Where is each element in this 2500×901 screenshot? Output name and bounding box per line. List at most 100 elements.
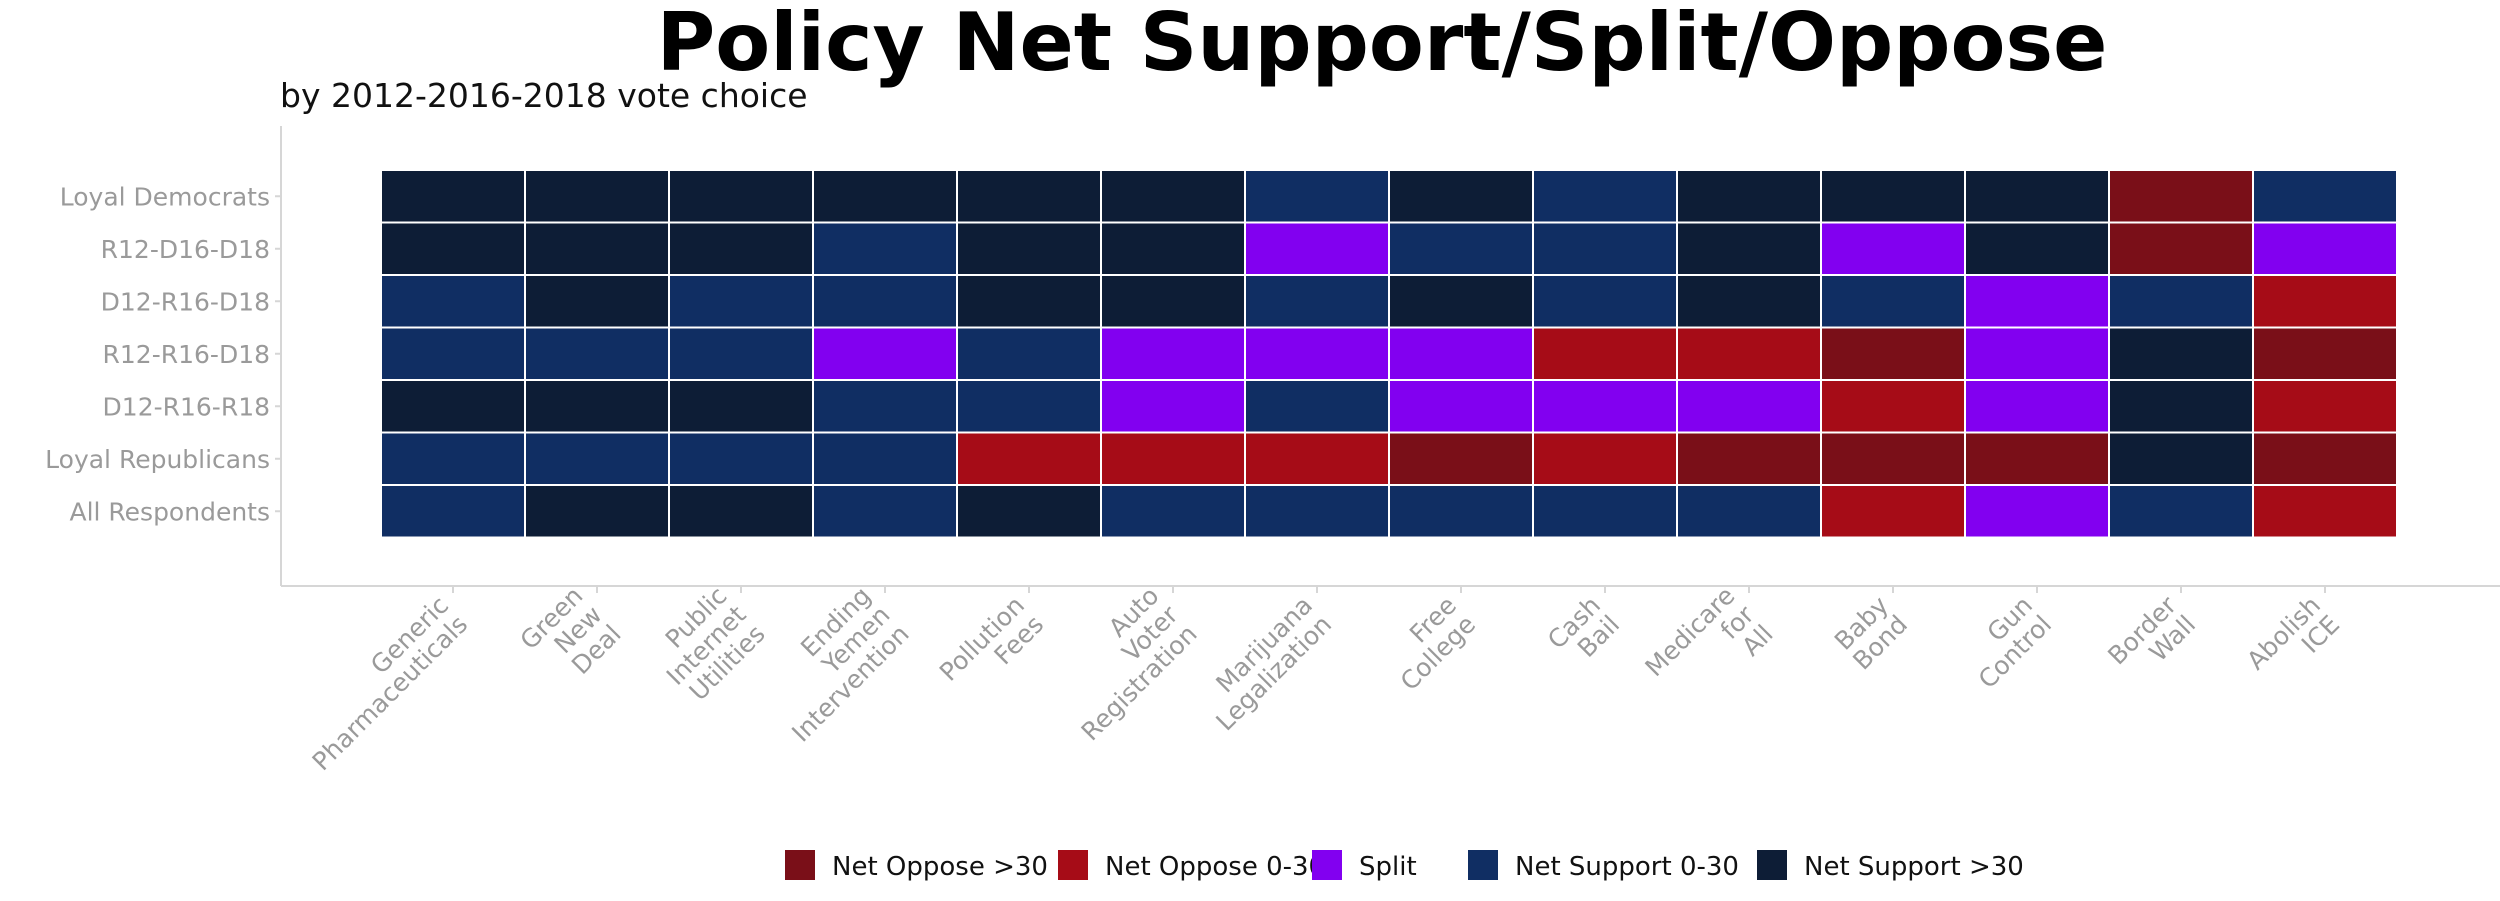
heatmap-cell <box>1676 274 1822 329</box>
heatmap-cell <box>1244 326 1390 381</box>
heatmap-cell <box>1100 274 1246 329</box>
heatmap-cell <box>668 169 814 224</box>
column-label: BorderWall <box>2102 590 2201 689</box>
heatmap-cell <box>1532 169 1678 224</box>
heatmap-cell <box>1388 431 1534 486</box>
heatmap-cell <box>524 326 670 381</box>
heatmap-cell <box>1244 379 1390 434</box>
legend-label: Net Support >30 <box>1804 852 2024 882</box>
heatmap-cell <box>956 274 1102 329</box>
column-label: FreeCollege <box>1376 591 1482 697</box>
heatmap-cell <box>1676 326 1822 381</box>
heatmap-cell <box>1820 379 1966 434</box>
heatmap-cell <box>380 431 526 486</box>
heatmap-cell <box>2108 274 2254 329</box>
legend-label: Net Oppose >30 <box>832 852 1048 882</box>
heatmap-cell <box>1244 274 1390 329</box>
heatmap-cell <box>1388 274 1534 329</box>
heatmap-cell <box>1100 169 1246 224</box>
column-label: EndingYemenIntervention <box>748 581 915 748</box>
heatmap-cell <box>1820 274 1966 329</box>
row-label: D12-R16-R18 <box>103 392 270 421</box>
heatmap-cell <box>1820 326 1966 381</box>
row-label: All Respondents <box>69 497 270 526</box>
legend-swatch <box>785 850 815 880</box>
column-labels: GenericPharmaceuticals GreenNewDeal Public… <box>288 580 2346 777</box>
row-label: R12-R16-D18 <box>103 340 270 369</box>
heatmap-cell <box>1964 169 2110 224</box>
heatmap-cell <box>524 431 670 486</box>
column-label: GunControl <box>1954 591 2058 695</box>
heatmap-cell <box>956 221 1102 276</box>
heatmap-cell <box>524 169 670 224</box>
heatmap-cell <box>1964 484 2110 539</box>
heatmap-cell <box>1100 484 1246 539</box>
heatmap-cell <box>524 274 670 329</box>
heatmap-cell <box>668 274 814 329</box>
heatmap-cell <box>1244 169 1390 224</box>
heatmap-cells <box>380 169 2398 539</box>
heatmap-cell <box>1820 221 1966 276</box>
legend-swatch <box>1757 850 1787 880</box>
column-label: GreenNewDeal <box>514 581 626 693</box>
heatmap-cell <box>1100 221 1246 276</box>
column-label: PollutionFees <box>934 591 1049 706</box>
row-labels: Loyal Democrats R12-D16-D18 D12-R16-D18 R12… <box>45 182 281 526</box>
heatmap-cell <box>1964 379 2110 434</box>
heatmap-cell <box>1532 221 1678 276</box>
heatmap-cell <box>2108 431 2254 486</box>
heatmap-cell <box>1676 379 1822 434</box>
heatmap-cell <box>1388 379 1534 434</box>
heatmap-cell <box>668 431 814 486</box>
heatmap-cell <box>1244 431 1390 486</box>
heatmap-cell <box>1532 431 1678 486</box>
heatmap-cell <box>668 221 814 276</box>
heatmap-cell <box>524 221 670 276</box>
heatmap-cell <box>1820 484 1966 539</box>
heatmap-cell <box>1676 484 1822 539</box>
heatmap-cell <box>2108 169 2254 224</box>
heatmap-cell <box>812 221 958 276</box>
chart-subtitle: by 2012-2016-2018 vote choice <box>280 76 808 115</box>
heatmap-cell <box>812 326 958 381</box>
heatmap-cell <box>1244 484 1390 539</box>
heatmap-cell <box>1964 274 2110 329</box>
heatmap-cell <box>1532 326 1678 381</box>
heatmap-cell <box>2252 484 2398 539</box>
heatmap-cell <box>2108 326 2254 381</box>
heatmap-cell <box>812 379 958 434</box>
heatmap-cell <box>380 221 526 276</box>
heatmap-cell <box>2252 431 2398 486</box>
heatmap-cell <box>1100 379 1246 434</box>
column-label: MarijuanaLegalization <box>1191 591 1337 737</box>
row-label: Loyal Democrats <box>60 182 270 211</box>
row-label: Loyal Republicans <box>45 445 270 474</box>
heatmap-cell <box>956 484 1102 539</box>
heatmap-cell <box>1676 431 1822 486</box>
heatmap-cell <box>380 274 526 329</box>
column-label: GenericPharmaceuticals <box>288 591 474 777</box>
heatmap-cell <box>1100 431 1246 486</box>
heatmap-cell <box>380 326 526 381</box>
column-label: MedicareforAll <box>1639 580 1779 720</box>
heatmap-cell <box>380 169 526 224</box>
column-label: AbolishICE <box>2241 591 2345 695</box>
heatmap-cell <box>1388 326 1534 381</box>
heatmap-cell <box>812 274 958 329</box>
legend-swatch <box>1312 850 1342 880</box>
heatmap-cell <box>1100 326 1246 381</box>
heatmap-cell <box>812 169 958 224</box>
heatmap-cell <box>1244 221 1390 276</box>
heatmap-cell <box>956 326 1102 381</box>
column-label: BabyBond <box>1828 590 1913 675</box>
heatmap-cell <box>2108 221 2254 276</box>
heatmap-cell <box>812 431 958 486</box>
heatmap-cell <box>1532 274 1678 329</box>
heatmap-cell <box>1964 326 2110 381</box>
legend-label: Net Oppose 0-30 <box>1105 852 1325 882</box>
heatmap-cell <box>1532 484 1678 539</box>
chart-title: Policy Net Support/Split/Oppose <box>657 0 2108 89</box>
heatmap-cell <box>1388 484 1534 539</box>
heatmap-cell <box>1820 169 1966 224</box>
